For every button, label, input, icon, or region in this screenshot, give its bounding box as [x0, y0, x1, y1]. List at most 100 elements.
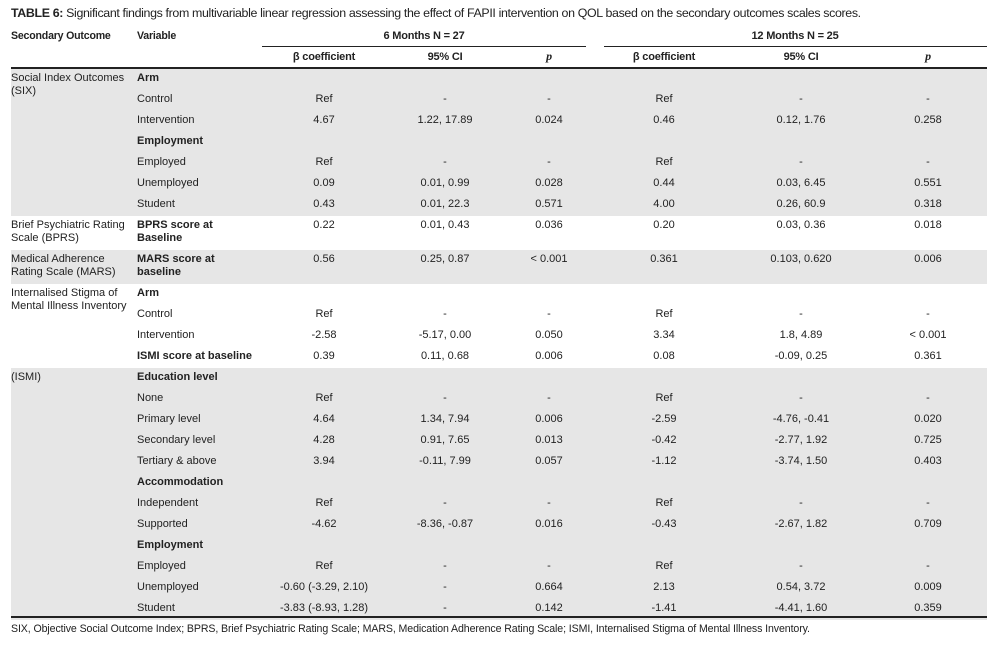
cell-beta-6: -0.60 (-3.29, 2.10)	[279, 581, 369, 593]
cell-ci-12: -	[799, 497, 803, 509]
cell-beta-12: 2.13	[653, 581, 675, 593]
cell-p-12: 0.709	[914, 518, 942, 530]
cell-beta-12: 4.00	[653, 198, 675, 210]
cell-p-6: 0.571	[535, 198, 563, 210]
cell-p-12: 0.020	[914, 413, 942, 425]
cell-p-12: -	[926, 308, 930, 320]
cell-beta-12: Ref	[655, 156, 673, 168]
table-footnote: SIX, Objective Social Outcome Index; BPR…	[11, 623, 810, 635]
variable-label: Control	[137, 93, 173, 105]
variable-heading: Arm	[137, 72, 160, 84]
cell-p-12: 0.551	[914, 177, 942, 189]
cell-p-6: -	[547, 392, 551, 404]
cell-p-6: 0.013	[535, 434, 563, 446]
cell-beta-12: Ref	[655, 497, 673, 509]
cell-ci-6: -0.11, 7.99	[419, 455, 471, 467]
cell-p-12: -	[926, 560, 930, 572]
cell-ci-12: 0.03, 0.36	[776, 219, 826, 231]
cell-ci-12: 0.03, 6.45	[776, 177, 826, 189]
cell-beta-12: 0.20	[653, 219, 675, 231]
secondary-outcome-label: Social Index Outcomes (SIX)	[11, 72, 125, 97]
cell-beta-12: 0.361	[650, 253, 678, 265]
cell-p-6: 0.050	[535, 329, 563, 341]
group-band	[11, 250, 987, 284]
cell-p-6: -	[547, 156, 551, 168]
header-beta-12: β coefficient	[632, 51, 696, 63]
variable-label: Unemployed	[137, 177, 199, 189]
cell-beta-6: 0.39	[313, 350, 335, 362]
secondary-outcome-label: Medical Adherence Rating Scale (MARS)	[11, 253, 116, 278]
cell-ci-6: -	[443, 156, 447, 168]
variable-label: Student	[137, 198, 175, 210]
variable-label: Independent	[137, 497, 199, 509]
cell-p-12: -	[926, 497, 930, 509]
cell-beta-6: Ref	[315, 392, 333, 404]
header-ci-12: 95% CI	[783, 51, 819, 63]
variable-heading: BPRS score at Baseline	[137, 219, 213, 244]
cell-p-6: 0.036	[535, 219, 563, 231]
cell-p-12: 0.725	[914, 434, 942, 446]
variable-label: Tertiary & above	[137, 455, 217, 467]
variable-label: None	[137, 392, 164, 404]
variable-label: Intervention	[137, 114, 195, 126]
header-ci-6: 95% CI	[427, 51, 463, 63]
variable-heading: Accommodation	[137, 476, 224, 488]
cell-ci-6: 1.22, 17.89	[417, 114, 473, 126]
cell-ci-6: 1.34, 7.94	[420, 413, 470, 425]
cell-p-6: 0.142	[535, 602, 563, 614]
header-p-6: p	[546, 49, 552, 63]
variable-label: Employed	[137, 560, 186, 572]
cell-p-12: -	[926, 156, 930, 168]
header-12-months: 12 Months N = 25	[751, 30, 839, 42]
cell-ci-12: 1.8, 4.89	[779, 329, 823, 341]
cell-p-12: < 0.001	[909, 329, 947, 341]
variable-label: Student	[137, 602, 175, 614]
cell-beta-6: 0.56	[313, 253, 335, 265]
cell-ci-6: -	[443, 602, 447, 614]
cell-beta-12: Ref	[655, 392, 673, 404]
variable-heading: Education level	[137, 371, 218, 383]
cell-ci-12: -	[799, 560, 803, 572]
secondary-outcome-label: Brief Psychiatric Rating Scale (BPRS)	[11, 219, 125, 244]
cell-beta-6: -4.62	[311, 518, 337, 530]
table-caption: Significant findings from multivariable …	[66, 6, 861, 20]
cell-beta-12: 0.08	[653, 350, 675, 362]
group-band	[11, 69, 987, 216]
cell-beta-12: Ref	[655, 308, 673, 320]
cell-ci-6: -	[443, 581, 447, 593]
cell-p-12: 0.359	[914, 602, 942, 614]
cell-ci-12: -0.09, 0.25	[774, 350, 828, 362]
cell-p-6: -	[547, 308, 551, 320]
variable-heading: Arm	[137, 287, 160, 299]
cell-ci-12: -2.67, 1.82	[774, 518, 828, 530]
cell-p-6: 0.016	[535, 518, 563, 530]
group-band	[11, 368, 987, 620]
cell-ci-6: -	[443, 308, 447, 320]
variable-heading: MARS score at baseline	[137, 253, 215, 278]
cell-p-12: 0.403	[914, 455, 942, 467]
cell-p-6: < 0.001	[530, 253, 568, 265]
cell-ci-12: 0.103, 0.620	[770, 253, 832, 265]
variable-label: Primary level	[137, 413, 201, 425]
cell-ci-6: -	[443, 93, 447, 105]
cell-p-6: 0.024	[535, 114, 563, 126]
cell-p-12: -	[926, 93, 930, 105]
header-p-12: p	[925, 49, 931, 63]
header-beta-6: β coefficient	[292, 51, 356, 63]
cell-p-12: 0.009	[914, 581, 942, 593]
cell-beta-12: -1.41	[651, 602, 677, 614]
cell-ci-12: 0.54, 3.72	[776, 581, 826, 593]
cell-beta-12: Ref	[655, 560, 673, 572]
cell-p-6: 0.057	[535, 455, 563, 467]
variable-heading: Employment	[137, 135, 204, 147]
cell-ci-12: -	[799, 392, 803, 404]
variable-heading: Employment	[137, 539, 204, 551]
variable-label: Unemployed	[137, 581, 199, 593]
variable-label: Employed	[137, 156, 186, 168]
variable-label: Control	[137, 308, 173, 320]
cell-ci-6: 0.25, 0.87	[420, 253, 470, 265]
cell-ci-12: -2.77, 1.92	[774, 434, 828, 446]
header-variable: Variable	[137, 30, 177, 42]
cell-ci-6: -8.36, -0.87	[416, 518, 474, 530]
cell-p-12: 0.258	[914, 114, 942, 126]
